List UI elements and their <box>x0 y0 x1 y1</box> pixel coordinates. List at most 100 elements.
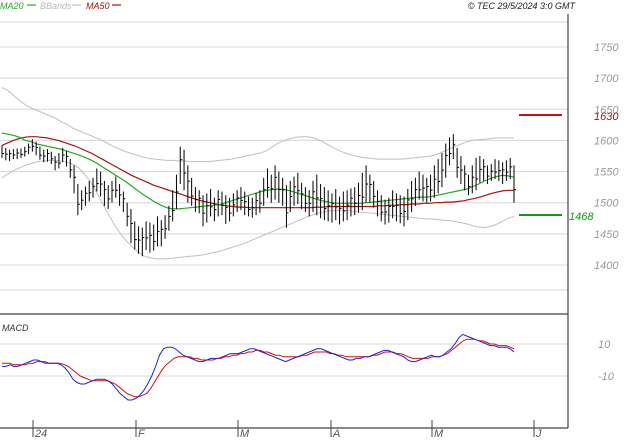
price-bar <box>456 147 460 178</box>
price-bar <box>107 185 111 209</box>
price-bar <box>5 147 8 161</box>
price-bar <box>437 159 441 194</box>
price-bars <box>1 134 516 257</box>
legend-ma20-label: MA20 <box>0 1 24 11</box>
price-bar <box>35 141 39 156</box>
macd-gridlines <box>0 343 568 377</box>
price-bar <box>274 165 278 200</box>
price-bar <box>422 174 425 202</box>
price-tick-label: 1750 <box>594 42 619 54</box>
price-bar <box>134 221 137 250</box>
price-bar <box>54 156 58 171</box>
price-bar <box>505 160 509 181</box>
price-bar <box>191 177 194 206</box>
price-bar <box>62 147 65 163</box>
macd-line <box>2 333 515 401</box>
price-bar <box>198 190 202 214</box>
price-bar <box>369 174 372 203</box>
macd-lines <box>2 333 515 401</box>
price-axis-ticks: 1400 1450 1500 1550 1600 1650 1700 1750 <box>594 42 619 272</box>
price-bar <box>418 171 422 200</box>
price-bar <box>395 193 399 222</box>
price-bar <box>266 168 270 198</box>
price-bar <box>236 190 240 213</box>
x-axis: 24 F M A M J <box>32 420 542 440</box>
price-bar <box>486 165 490 185</box>
legend-ma50-label: MA50 <box>86 1 110 11</box>
price-bar <box>407 189 410 221</box>
price-bar <box>213 197 217 222</box>
price-bar <box>115 176 118 198</box>
price-bar <box>100 171 103 197</box>
price-bar <box>308 190 312 217</box>
price-bar <box>149 222 152 253</box>
price-bar <box>479 156 482 183</box>
bb-upper-line <box>1 87 514 163</box>
price-bar <box>248 196 251 217</box>
price-bar <box>138 226 141 254</box>
price-bar <box>126 202 130 227</box>
price-tick-label: 1550 <box>594 167 619 179</box>
price-tick-label: 1700 <box>594 73 619 85</box>
price-bar <box>433 165 437 198</box>
timestamp-label: © TEC 29/5/2024 3:0 GMT <box>468 1 577 11</box>
macd-tick-label: -10 <box>598 371 615 383</box>
price-bar <box>24 146 27 157</box>
price-bar <box>255 192 259 216</box>
price-bar <box>130 208 133 244</box>
support-resistance-levels: 1630 1468 <box>519 111 619 223</box>
price-bar <box>388 197 391 223</box>
resistance-label: 1630 <box>594 111 619 123</box>
price-bar <box>210 189 213 217</box>
price-bar <box>187 165 190 203</box>
price-bar <box>270 174 274 203</box>
price-bar <box>320 184 323 219</box>
price-bar <box>20 148 23 158</box>
price-bar <box>141 227 145 257</box>
price-tick-label: 1500 <box>594 198 619 210</box>
price-bar <box>285 185 289 228</box>
support-label: 1468 <box>569 211 594 223</box>
price-bar <box>122 191 126 213</box>
moving-averages <box>1 132 515 210</box>
price-bar <box>251 197 255 218</box>
price-bar <box>179 146 183 185</box>
price-bar <box>16 148 20 160</box>
price-bar <box>399 195 403 224</box>
price-bar <box>119 184 122 206</box>
price-tick-label: 1650 <box>594 104 619 116</box>
price-bar <box>452 134 456 160</box>
price-bar <box>84 186 88 206</box>
price-bar <box>47 149 50 162</box>
price-bar <box>221 191 224 216</box>
price-bar <box>293 176 297 206</box>
price-bar <box>373 180 376 208</box>
price-bar <box>31 139 35 152</box>
price-bar <box>206 193 209 223</box>
price-bar <box>289 180 293 213</box>
price-bar <box>229 197 232 222</box>
price-bar <box>312 180 315 213</box>
price-bar <box>240 187 243 211</box>
price-bar <box>430 174 433 202</box>
price-bar <box>483 159 486 181</box>
price-bar <box>502 162 505 185</box>
x-tick-label: J <box>535 428 542 440</box>
price-bar <box>58 152 61 169</box>
price-bar <box>172 190 175 222</box>
price-bar <box>202 195 206 227</box>
price-bar <box>92 177 96 198</box>
price-bar <box>384 199 388 225</box>
x-tick-label: M <box>240 428 250 440</box>
price-bar <box>441 152 444 188</box>
price-bar <box>73 165 77 194</box>
price-gridlines <box>0 21 568 291</box>
price-bar <box>244 191 247 216</box>
price-bar <box>28 143 31 155</box>
price-bar <box>411 180 414 213</box>
price-bar <box>297 172 300 204</box>
price-bar <box>316 174 319 216</box>
legend: MA20 BBands MA50 <box>0 1 121 11</box>
